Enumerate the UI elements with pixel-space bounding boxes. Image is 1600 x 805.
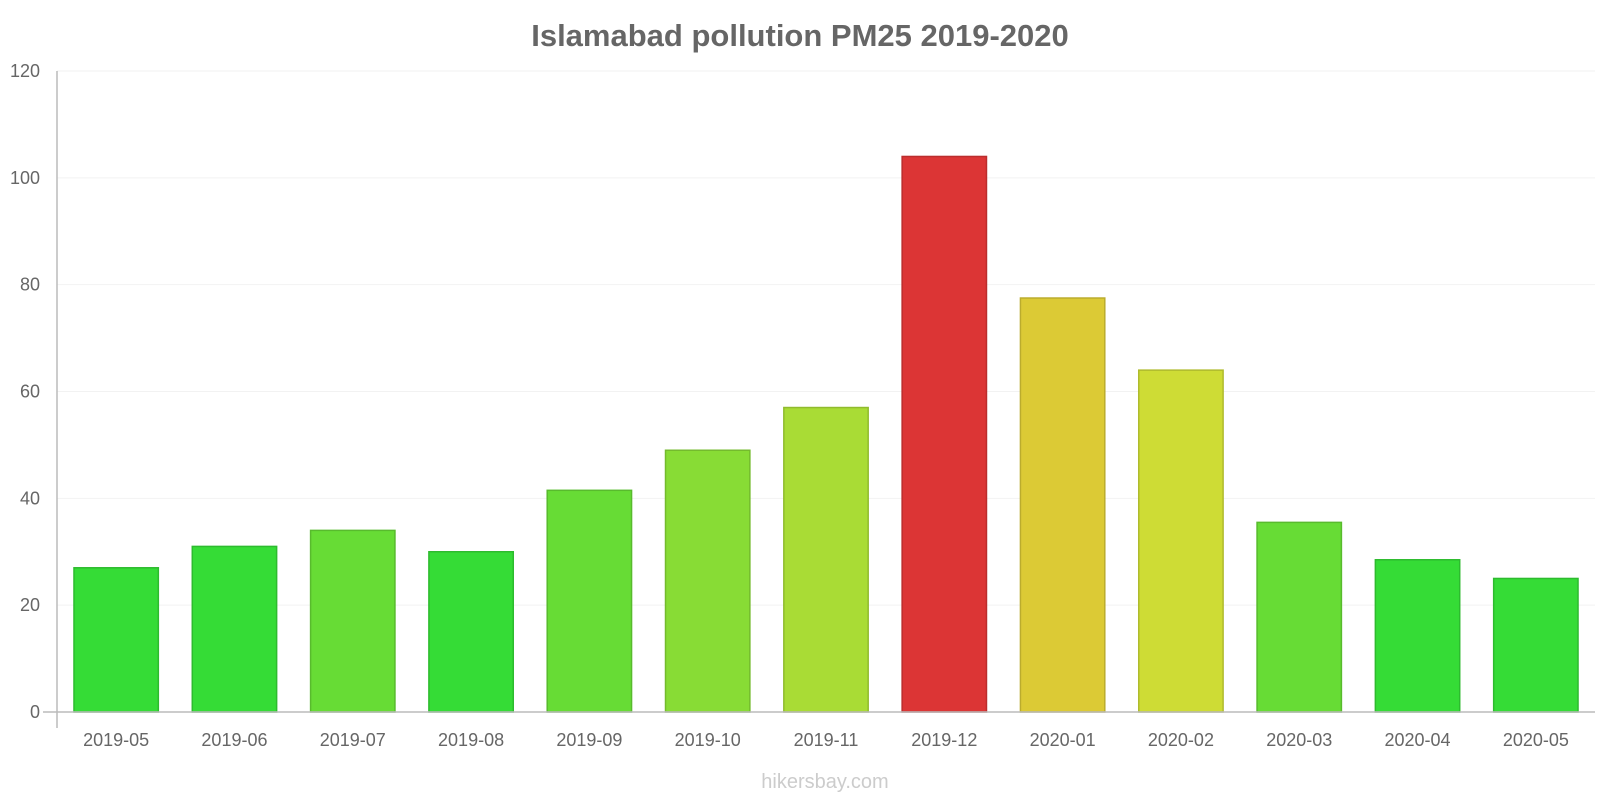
x-tick-label: 2019-11 [794, 730, 859, 750]
bar-2019-10[interactable] [664, 449, 751, 713]
bar-2019-05[interactable] [73, 567, 160, 713]
bar-2020-04[interactable] [1374, 559, 1461, 713]
y-tick-label: 120 [10, 61, 40, 81]
x-tick-label: 2020-05 [1503, 730, 1569, 750]
bar-2020-01[interactable] [1019, 297, 1106, 713]
x-tick-label: 2020-03 [1266, 730, 1332, 750]
bars [73, 155, 1579, 713]
bar-2020-03[interactable] [1256, 521, 1343, 713]
bar-2020-02[interactable] [1137, 369, 1224, 713]
y-tick-labels: 0 20 40 60 80 100 120 [10, 61, 40, 722]
watermark: hikersbay.com [761, 771, 888, 793]
bar-2019-12[interactable] [901, 155, 988, 713]
bar-2019-07[interactable] [309, 529, 396, 713]
bar-2019-06[interactable] [191, 545, 278, 713]
bar-2019-09[interactable] [546, 489, 633, 713]
x-tick-label: 2019-05 [83, 730, 149, 750]
y-tick-label: 80 [20, 275, 40, 295]
x-tick-label: 2019-08 [438, 730, 504, 750]
x-tick-label: 2020-02 [1148, 730, 1214, 750]
y-tick-label: 40 [20, 488, 40, 508]
y-tick-label: 60 [20, 382, 40, 402]
bar-2019-08[interactable] [428, 551, 515, 713]
bar-2020-05[interactable] [1492, 577, 1579, 713]
bar-2019-11[interactable] [783, 406, 869, 713]
x-tick-label: 2019-07 [320, 730, 386, 750]
x-tick-label: 2020-04 [1385, 730, 1451, 750]
axes [43, 71, 1595, 728]
x-tick-label: 2019-06 [201, 730, 267, 750]
chart-title: Islamabad pollution PM25 2019-2020 [531, 18, 1069, 53]
y-tick-label: 0 [30, 702, 40, 722]
x-tick-label: 2019-10 [675, 730, 741, 750]
x-tick-label: 2019-12 [911, 730, 977, 750]
y-tick-label: 20 [20, 595, 40, 615]
y-tick-label: 100 [10, 168, 40, 188]
x-tick-labels: 2019-05 2019-06 2019-07 2019-08 2019-09 2019-… [83, 730, 1569, 750]
x-tick-label: 2020-01 [1030, 730, 1096, 750]
x-tick-label: 2019-09 [556, 730, 622, 750]
